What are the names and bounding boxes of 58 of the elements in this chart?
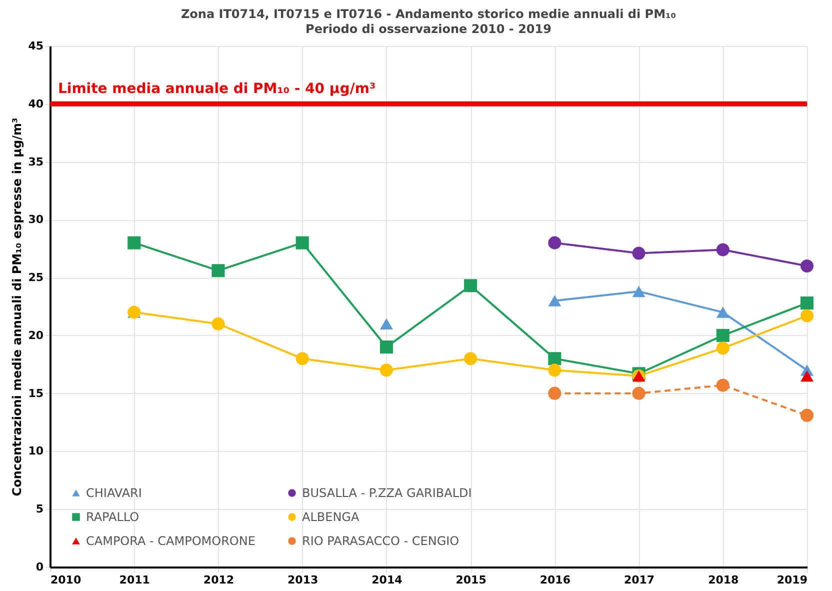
point xyxy=(212,317,225,330)
point xyxy=(800,296,814,310)
legend-label: RAPALLO xyxy=(86,510,140,524)
y-tick-label: 15 xyxy=(28,386,44,400)
legend-label: ALBENGA xyxy=(302,510,360,524)
y-axis-title: Concentrazioni medie annuali di PM₁₀ espresse in µg/m³ xyxy=(10,118,24,496)
point xyxy=(632,246,646,260)
x-tick-label: 2019 xyxy=(776,574,808,586)
y-tick-label: 45 xyxy=(28,40,44,52)
point xyxy=(380,364,393,377)
legend-label: BUSALLA - P.ZZA GARIBALDI xyxy=(302,486,472,500)
y-tick-label: 30 xyxy=(28,213,44,226)
point xyxy=(800,370,814,382)
point xyxy=(212,264,225,278)
point xyxy=(296,236,309,250)
x-tick-label: 2012 xyxy=(203,574,234,586)
legend-label: CHIAVARI xyxy=(86,486,142,500)
point xyxy=(548,295,562,306)
chart-subtitle: Periodo di osservazione 2010 - 2019 xyxy=(306,22,552,36)
point xyxy=(464,352,478,366)
x-tick-label: 2010 xyxy=(50,574,82,586)
x-tick-label: 2015 xyxy=(456,574,486,586)
point xyxy=(380,318,393,330)
legend-label: RIO PARASACCO - CENGIO xyxy=(302,534,460,548)
legend-label: CAMPORA - CAMPOMORONE xyxy=(86,534,256,548)
x-tick-label: 2011 xyxy=(119,574,150,586)
y-tick-label: 0 xyxy=(36,560,44,574)
y-tick-label: 40 xyxy=(28,97,44,110)
point xyxy=(716,243,730,256)
point xyxy=(548,386,562,400)
point xyxy=(548,352,562,366)
point xyxy=(632,286,646,298)
point xyxy=(380,340,393,354)
point xyxy=(716,342,730,355)
point xyxy=(716,306,730,318)
point xyxy=(800,259,814,272)
y-tick-label: 10 xyxy=(28,444,44,458)
point xyxy=(800,309,814,322)
point xyxy=(548,364,562,377)
point xyxy=(548,236,562,250)
point xyxy=(632,386,646,400)
point xyxy=(716,378,730,392)
y-tick-label: 20 xyxy=(28,328,44,342)
point xyxy=(716,328,730,342)
point xyxy=(800,408,814,422)
chart-title: Zona IT0714, IT0715 e IT0716 - Andamento storico medie annuali di PM₁₀ xyxy=(180,7,676,21)
x-tick-label: 2018 xyxy=(708,574,739,586)
x-tick-label: 2013 xyxy=(288,574,318,586)
x-tick-label: 2017 xyxy=(624,574,655,586)
y-tick-label: 35 xyxy=(28,155,44,168)
x-tick-label: 2016 xyxy=(540,574,571,586)
point xyxy=(128,236,141,250)
y-tick-label: 5 xyxy=(36,502,44,516)
y-tick-label: 25 xyxy=(28,271,44,284)
ref-line-label: Limite media annuale di PM₁₀ - 40 µg/m³ xyxy=(58,80,376,97)
point xyxy=(296,352,309,366)
point xyxy=(464,279,478,292)
x-tick-label: 2014 xyxy=(372,574,403,586)
